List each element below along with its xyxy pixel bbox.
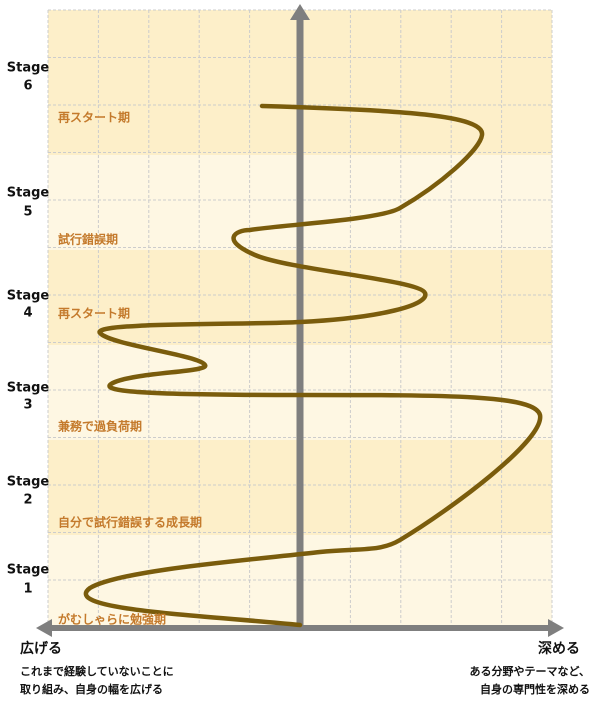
axis-label: 深める: [538, 640, 580, 657]
axis-description: これまで経験していないことに: [20, 664, 174, 678]
stage-number: 6: [23, 79, 32, 94]
stage-label: Stage: [7, 475, 50, 490]
stage-number: 5: [23, 205, 32, 220]
arrow-head: [548, 619, 564, 637]
career-curve: [83, 103, 543, 628]
arrow-head: [36, 619, 52, 637]
phase-label: 再スタート期: [58, 306, 130, 321]
stage-label: Stage: [7, 563, 50, 578]
axis-description: ある分野やテーマなど、: [470, 664, 590, 678]
stage-label: Stage: [7, 381, 50, 396]
stage-label: Stage: [7, 289, 50, 304]
stage-number: 4: [23, 306, 32, 321]
stage-number: 2: [23, 493, 32, 508]
axis-description: 取り組み、自身の幅を広げる: [20, 682, 163, 696]
phase-label: がむしゃらに勉強期: [58, 612, 166, 627]
arrow-head: [290, 4, 310, 20]
axis-description: 自身の専門性を深める: [480, 682, 590, 696]
stage-label: Stage: [7, 61, 50, 76]
phase-label: 再スタート期: [58, 110, 130, 125]
stage-number: 3: [23, 398, 32, 413]
axis-label: 広げる: [20, 640, 62, 657]
phase-label: 試行錯誤期: [58, 232, 118, 247]
phase-label: 兼務で過負荷期: [57, 419, 142, 434]
phase-label: 自分で試行錯誤する成長期: [58, 515, 202, 530]
stage-number: 1: [23, 582, 32, 597]
stage-label: Stage: [7, 186, 50, 201]
